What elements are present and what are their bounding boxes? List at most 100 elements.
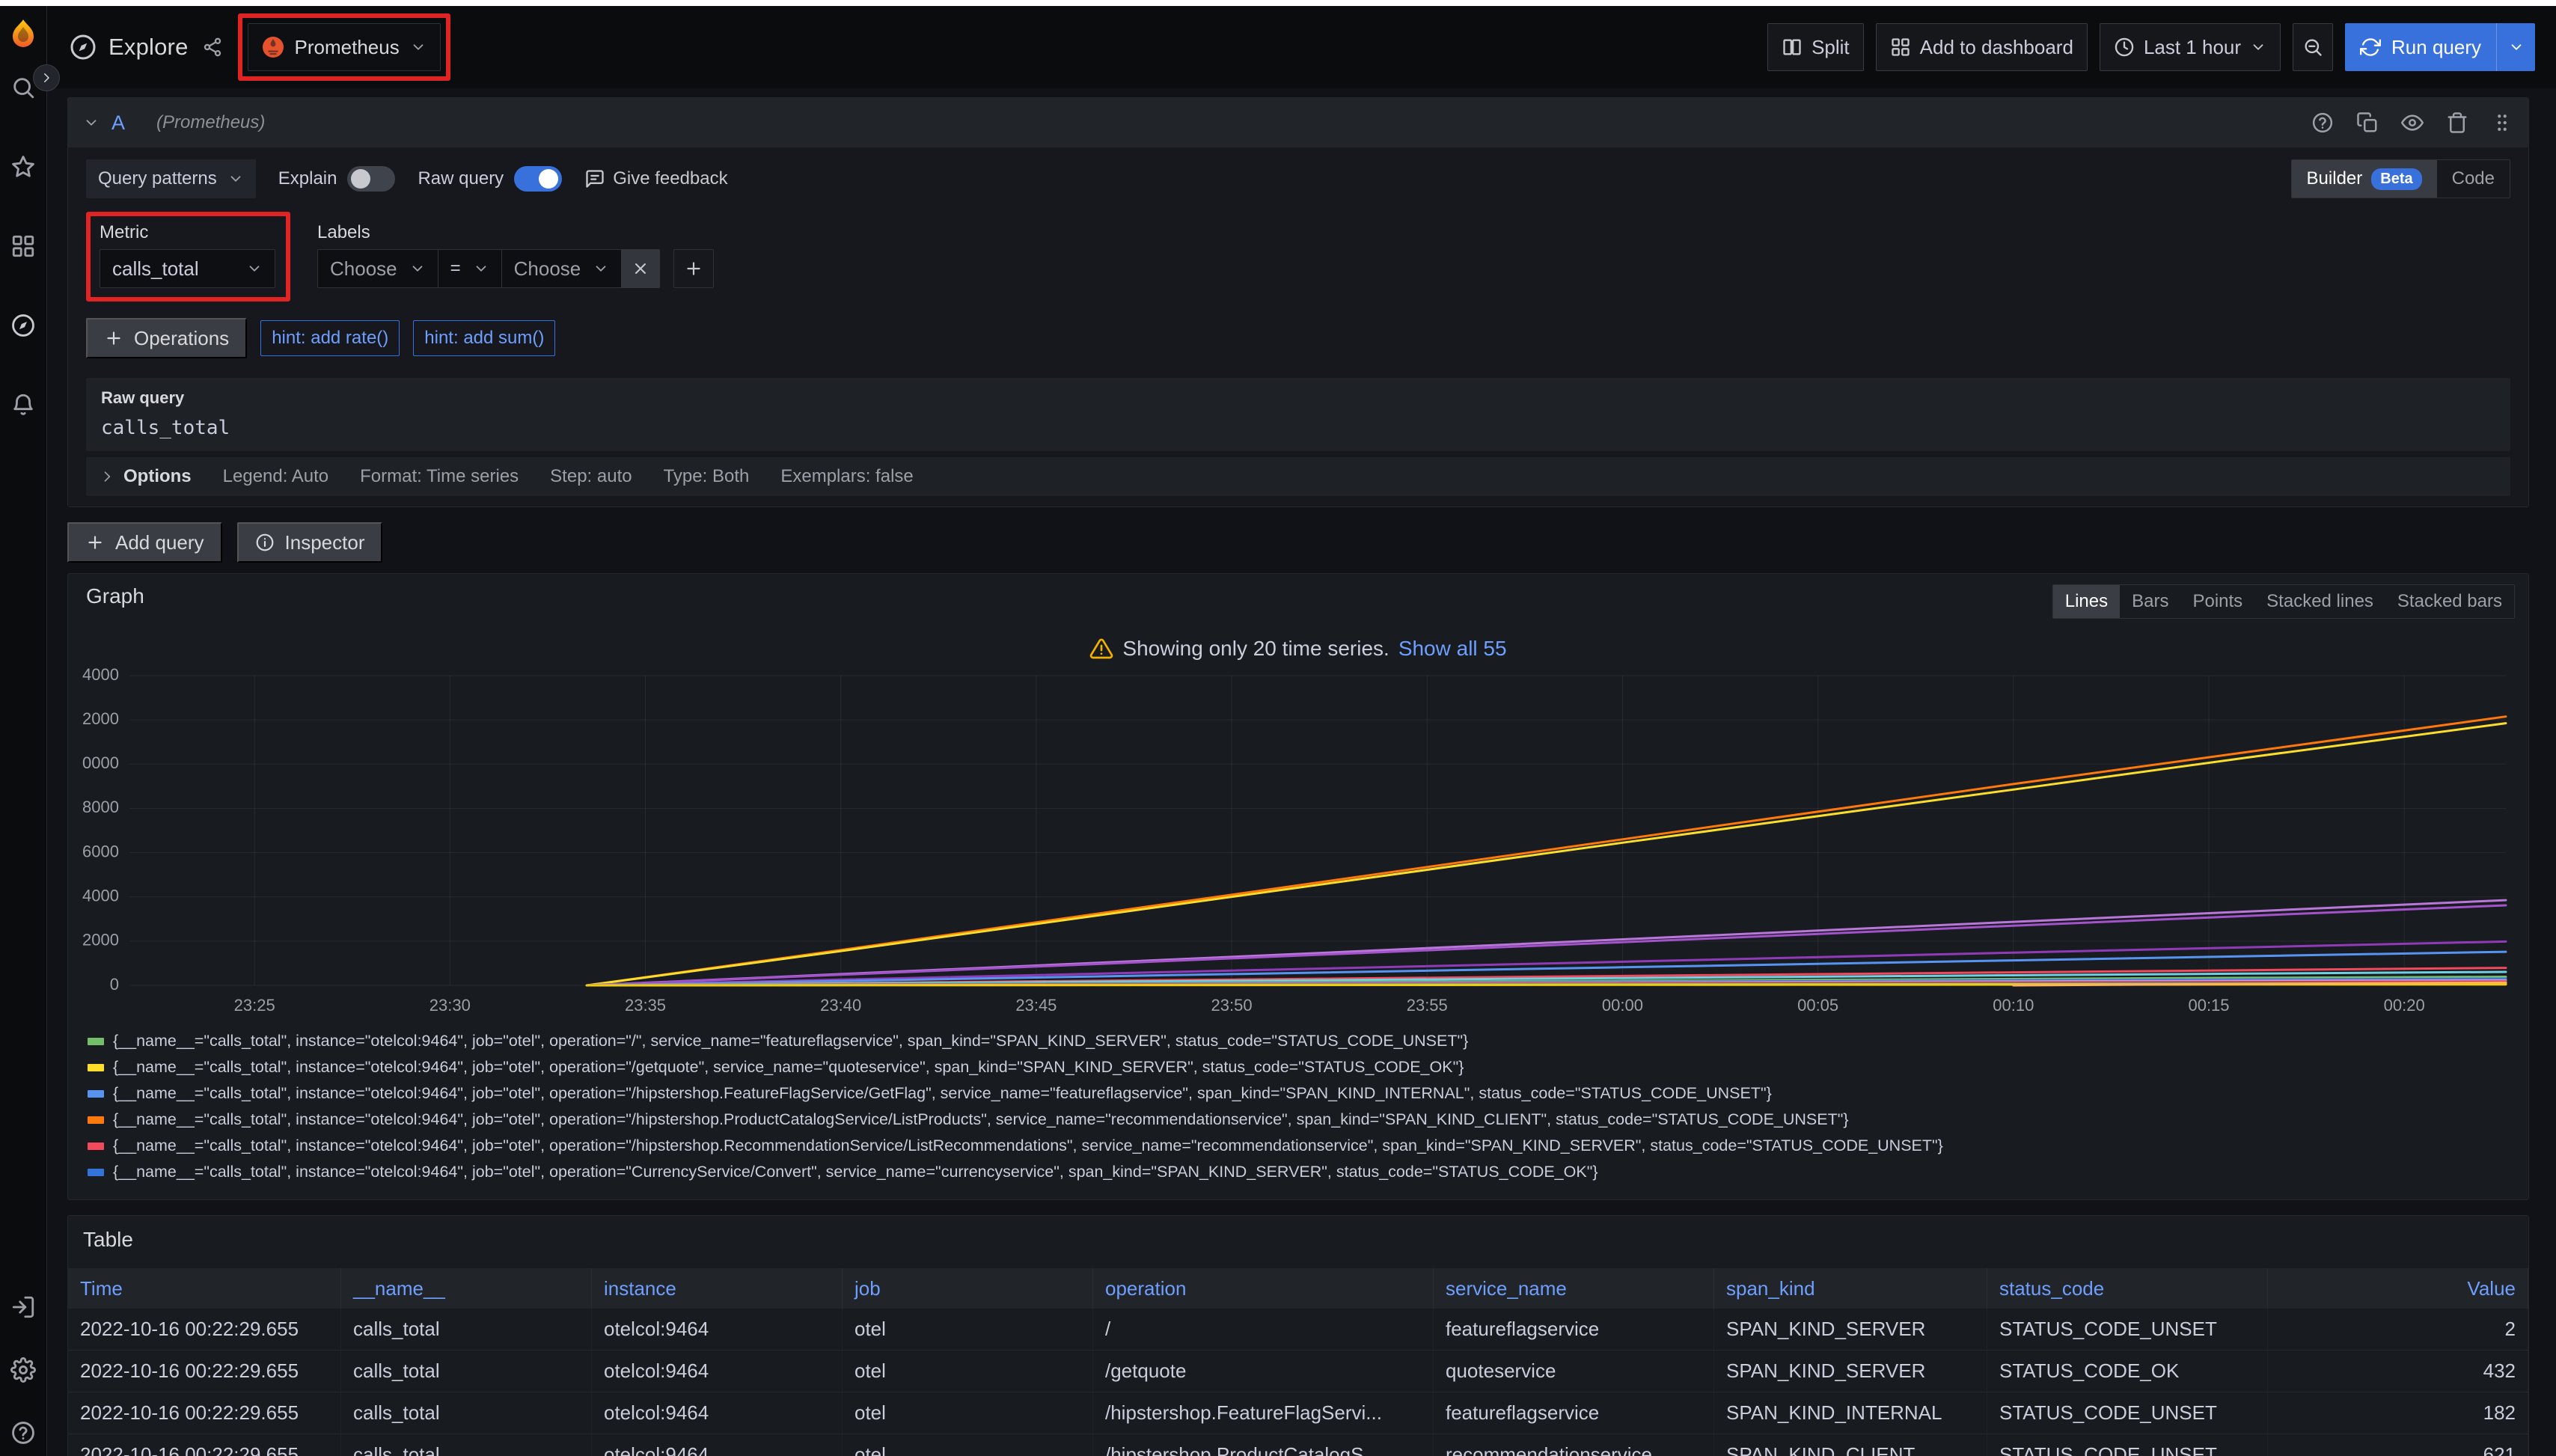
table-row[interactable]: 2022-10-16 00:22:29.655 calls_total otelco… — [68, 1309, 2528, 1351]
sidebar-expand-button[interactable] — [33, 64, 60, 91]
split-button[interactable]: Split — [1767, 23, 1864, 71]
table-column-header[interactable]: Value — [2268, 1268, 2528, 1309]
option-step: Step: auto — [550, 466, 632, 486]
graph-mode-stacked-bars[interactable]: Stacked bars — [2397, 591, 2502, 611]
starred-icon[interactable] — [10, 154, 36, 180]
x-axis-tick-label: 00:10 — [1993, 996, 2034, 1015]
query-row-header[interactable]: A (Prometheus) — [68, 98, 2528, 147]
legend-series-label[interactable]: {__name__="calls_total", instance="otelc… — [113, 1110, 1849, 1128]
hint-add-sum-button[interactable]: hint: add sum() — [413, 320, 556, 356]
collapse-chevron-icon[interactable] — [83, 114, 100, 131]
legend-series-label[interactable]: {__name__="calls_total", instance="otelc… — [113, 1084, 1772, 1102]
zoom-out-button[interactable] — [2293, 23, 2334, 71]
raw-query-toggle-label: Raw query — [418, 168, 504, 189]
table-row[interactable]: 2022-10-16 00:22:29.655 calls_total otelco… — [68, 1392, 2528, 1434]
datasource-picker[interactable]: Prometheus — [247, 23, 441, 71]
label-key-select[interactable]: Choose — [317, 249, 438, 288]
y-axis-tick-label: 10000 — [82, 753, 119, 772]
table-column-header[interactable]: job — [843, 1268, 1093, 1309]
y-axis-tick-label: 0 — [110, 975, 119, 994]
table-column-header[interactable]: span_kind — [1714, 1268, 1987, 1309]
query-patterns-dropdown[interactable]: Query patterns — [86, 159, 256, 198]
options-expander[interactable]: Options — [100, 466, 192, 487]
search-icon[interactable] — [10, 75, 36, 100]
drag-handle-icon[interactable] — [2491, 111, 2513, 134]
graph-mode-lines[interactable]: Lines — [2052, 585, 2121, 618]
legend-color-swatch[interactable] — [88, 1142, 104, 1150]
legend-item: {__name__="calls_total", instance="otelc… — [88, 1080, 2515, 1107]
table-cell: 621 — [2268, 1434, 2528, 1456]
annotation-box-metric: Metric calls_total — [86, 212, 290, 302]
add-operation-button[interactable]: Operations — [86, 318, 248, 358]
query-help-icon[interactable] — [2311, 111, 2334, 134]
time-range-picker[interactable]: Last 1 hour — [2099, 23, 2281, 71]
legend-series-label[interactable]: {__name__="calls_total", instance="otelc… — [113, 1032, 1469, 1050]
graph-mode-stacked-lines[interactable]: Stacked lines — [2266, 591, 2373, 611]
legend-color-swatch[interactable] — [88, 1063, 104, 1071]
give-feedback-link[interactable]: Give feedback — [584, 168, 728, 189]
hint-add-rate-button[interactable]: hint: add rate() — [260, 320, 400, 356]
add-label-filter-button[interactable] — [673, 249, 715, 288]
chevron-down-icon — [412, 266, 423, 272]
graph-mode-points[interactable]: Points — [2192, 591, 2243, 611]
table-column-header[interactable]: operation — [1093, 1268, 1434, 1309]
help-icon[interactable] — [10, 1420, 36, 1446]
duplicate-query-icon[interactable] — [2356, 111, 2379, 134]
code-mode-tab[interactable]: Code — [2437, 160, 2510, 198]
x-axis-tick-label: 23:30 — [429, 996, 471, 1015]
label-operator-select[interactable]: = — [437, 249, 501, 288]
table-column-header[interactable]: __name__ — [341, 1268, 592, 1309]
plus-icon — [687, 262, 700, 275]
plus-icon — [88, 536, 102, 549]
settings-gear-icon[interactable] — [10, 1357, 36, 1383]
show-all-series-link[interactable]: Show all 55 — [1398, 637, 1507, 660]
explain-switch[interactable] — [347, 166, 396, 192]
legend-color-swatch[interactable] — [88, 1168, 104, 1176]
alerting-bell-icon[interactable] — [10, 392, 36, 417]
table-column-header[interactable]: status_code — [1987, 1268, 2268, 1309]
time-series-chart[interactable]: 0 2000 4000 6000 8000 10000 12000 14000 23:25 23:… — [73, 664, 2515, 1019]
series-line — [585, 940, 2507, 987]
graph-style-toggle: Lines Bars Points Stacked lines Stacked bars — [2052, 584, 2515, 619]
table-column-header[interactable]: Time — [68, 1268, 341, 1309]
x-axis-tick-label: 23:40 — [820, 996, 861, 1015]
legend-color-swatch[interactable] — [88, 1037, 104, 1045]
option-legend: Legend: Auto — [222, 466, 329, 486]
run-query-dropdown[interactable] — [2496, 23, 2535, 71]
legend-series-label[interactable]: {__name__="calls_total", instance="otelc… — [113, 1163, 1598, 1181]
inspector-button[interactable]: Inspector — [236, 522, 383, 563]
table-column-header[interactable]: instance — [592, 1268, 843, 1309]
add-to-dashboard-button[interactable]: Add to dashboard — [1875, 23, 2088, 71]
explore-compass-icon[interactable] — [10, 313, 36, 338]
share-icon[interactable] — [202, 37, 223, 58]
raw-query-switch[interactable] — [514, 166, 563, 192]
add-query-button[interactable]: Add query — [67, 522, 222, 563]
table-cell: / — [1093, 1309, 1434, 1351]
metric-select[interactable]: calls_total — [100, 249, 275, 288]
y-axis-tick-label: 14000 — [82, 665, 119, 684]
x-axis-tick-label: 00:00 — [1602, 996, 1643, 1015]
legend-series-label[interactable]: {__name__="calls_total", instance="otelc… — [113, 1058, 1464, 1076]
grafana-logo[interactable] — [7, 18, 39, 49]
run-query-button[interactable]: Run query — [2345, 23, 2535, 71]
x-axis-tick-label: 23:25 — [234, 996, 275, 1015]
remove-label-filter-button[interactable] — [621, 249, 661, 288]
legend-series-label[interactable]: {__name__="calls_total", instance="otelc… — [113, 1137, 1943, 1154]
operations-row: Operations hint: add rate() hint: add su… — [86, 318, 2510, 358]
dashboards-icon[interactable] — [10, 233, 36, 259]
legend-item: {__name__="calls_total", instance="otelc… — [88, 1107, 2515, 1133]
legend-color-swatch[interactable] — [88, 1089, 104, 1098]
delete-query-trash-icon[interactable] — [2446, 111, 2468, 134]
builder-mode-tab[interactable]: Builder Beta — [2291, 160, 2437, 198]
sign-in-icon[interactable] — [10, 1294, 36, 1320]
graph-mode-bars[interactable]: Bars — [2132, 591, 2169, 611]
disable-query-eye-icon[interactable] — [2401, 111, 2424, 134]
label-value-select[interactable]: Choose — [501, 249, 622, 288]
table-cell: 182 — [2268, 1392, 2528, 1434]
table-row[interactable]: 2022-10-16 00:22:29.655 calls_total otelco… — [68, 1351, 2528, 1392]
legend-color-swatch[interactable] — [88, 1116, 104, 1124]
y-axis-tick-label: 6000 — [82, 842, 119, 860]
table-row[interactable]: 2022-10-16 00:22:29.655 calls_total otelco… — [68, 1434, 2528, 1456]
table-column-header[interactable]: service_name — [1434, 1268, 1714, 1309]
